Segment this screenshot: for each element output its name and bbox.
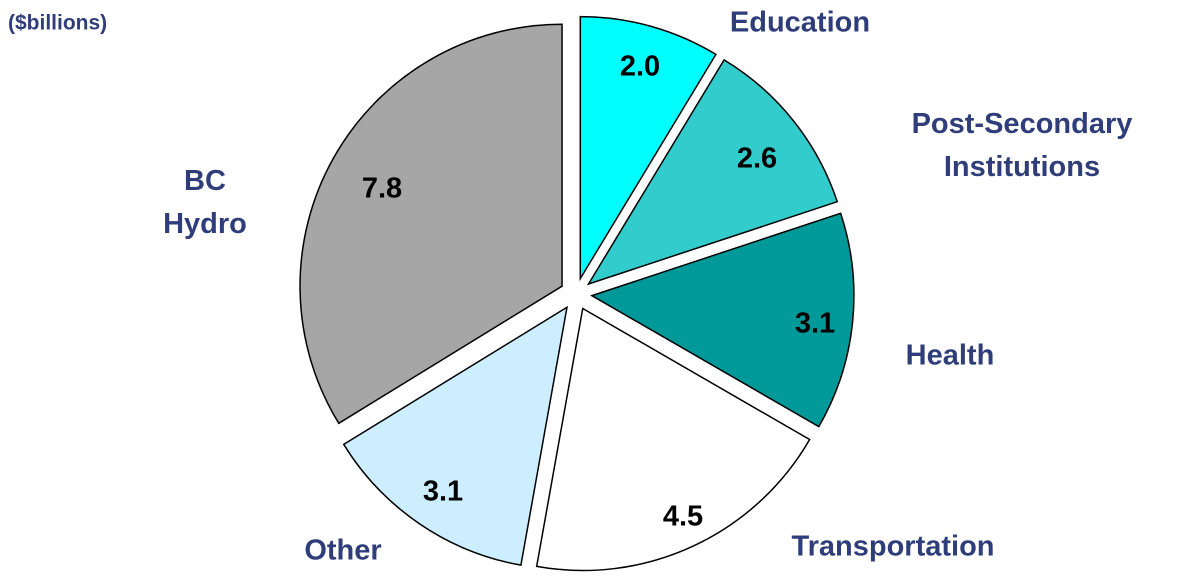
category-label: Post-Secondary Institutions (912, 108, 1133, 183)
pie-slice (586, 58, 839, 286)
value-label: 2.6 (737, 143, 777, 175)
category-label: Health (906, 340, 995, 372)
pie-slice (342, 305, 569, 567)
value-label: 7.8 (362, 173, 402, 205)
pie-slice (590, 212, 855, 428)
pie-slice (579, 15, 717, 282)
value-label: 4.5 (663, 501, 703, 533)
chart-subtitle: ($billions) (8, 12, 107, 35)
category-label: Transportation (791, 531, 994, 563)
pie-slice (299, 23, 563, 425)
value-label: 3.1 (423, 476, 463, 508)
value-label: 2.0 (620, 51, 660, 83)
value-label: 3.1 (795, 308, 835, 340)
category-label: BC Hydro (163, 165, 247, 240)
category-label: Other (304, 535, 381, 567)
category-label: Education (730, 7, 870, 39)
pie-slice (535, 307, 811, 572)
